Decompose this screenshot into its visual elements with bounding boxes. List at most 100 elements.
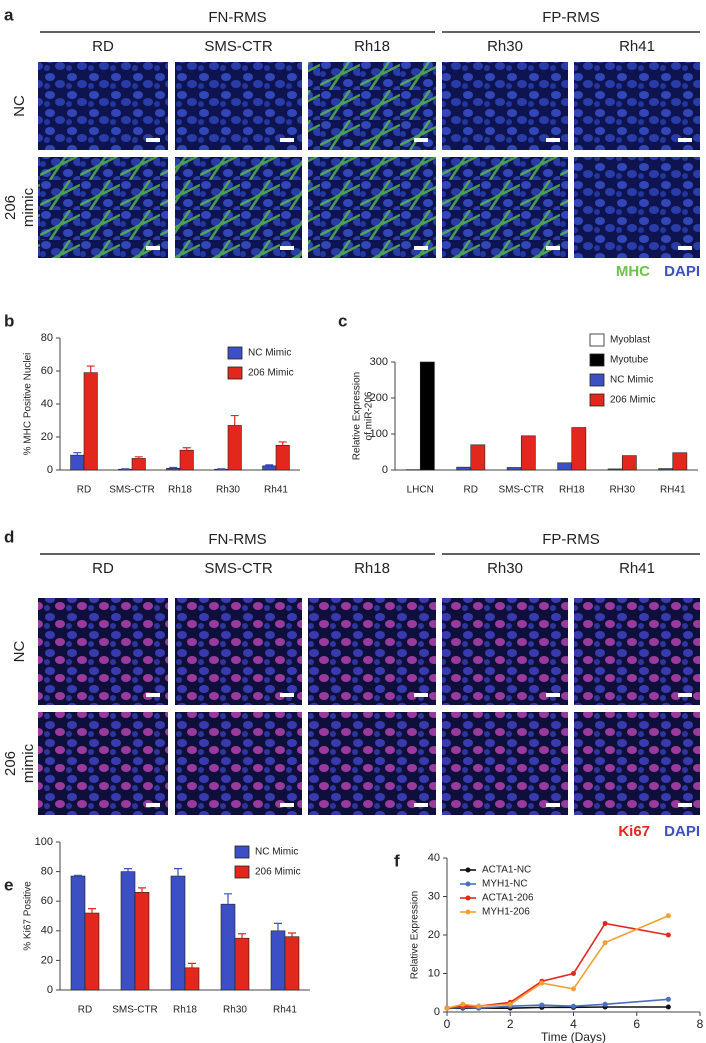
- series-line: [446, 922, 669, 1009]
- scale-bar: [414, 803, 428, 807]
- bar: [120, 871, 136, 991]
- column-label: Rh18: [354, 38, 390, 55]
- y-axis-label: % Ki67 Positive: [23, 881, 34, 951]
- micrograph: [175, 598, 302, 705]
- x-tick-label: 2: [507, 1017, 514, 1031]
- error-bar: [174, 868, 182, 877]
- bar: [284, 936, 300, 991]
- bar: [275, 444, 290, 471]
- bar: [419, 361, 435, 471]
- point: [571, 971, 576, 976]
- legend-label: NC Mimic: [610, 375, 653, 386]
- y-tick-label: 0: [434, 1006, 440, 1018]
- panel-letter: d: [4, 527, 14, 546]
- bar: [262, 465, 277, 471]
- error-bar: [230, 414, 239, 426]
- point: [602, 920, 608, 926]
- y-tick-label: 20: [41, 954, 53, 966]
- scale-bar: [414, 693, 428, 697]
- micrograph: [38, 712, 168, 815]
- bar: [557, 462, 573, 471]
- y-tick-label: 300: [370, 356, 388, 368]
- y-tick-label: 20: [428, 929, 440, 941]
- x-tick-label: 0: [444, 1017, 451, 1031]
- x-tick-label: RH41: [660, 485, 686, 496]
- scale-bar: [678, 246, 692, 250]
- bar: [179, 449, 194, 471]
- error-bar: [86, 365, 95, 373]
- y-tick-label: 10: [428, 967, 440, 979]
- panel-letter: e: [4, 875, 13, 894]
- group-label: FP-RMS: [542, 531, 600, 548]
- micrograph: [442, 62, 568, 150]
- bar: [184, 967, 200, 991]
- bar: [658, 468, 674, 471]
- micrograph: [308, 598, 436, 705]
- point: [602, 1001, 608, 1007]
- x-tick-label: 4: [570, 1017, 577, 1031]
- error-bar: [182, 447, 191, 451]
- x-tick-label: Rh30: [216, 485, 240, 496]
- x-tick-label: Rh30: [223, 1005, 247, 1016]
- column-label: RD: [92, 560, 114, 577]
- x-tick-label: SMS-CTR: [109, 485, 155, 496]
- group-label: FP-RMS: [542, 9, 600, 26]
- x-tick-label: RH18: [559, 485, 585, 496]
- column-label: Rh30: [487, 560, 523, 577]
- row-label: 206: [2, 751, 19, 776]
- x-tick-label: RD: [78, 1005, 92, 1016]
- panel-letter: b: [4, 311, 14, 330]
- scale-bar: [146, 803, 160, 807]
- x-tick-label: 6: [633, 1017, 640, 1031]
- micrograph: [308, 62, 436, 150]
- group-label: FN-RMS: [208, 531, 266, 548]
- stain-label: DAPI: [664, 823, 700, 840]
- y-axis-label: of miR-206: [364, 391, 375, 440]
- error-bar: [74, 874, 82, 877]
- point: [444, 1005, 450, 1011]
- bar: [456, 466, 472, 471]
- scale-bar: [414, 246, 428, 250]
- panel-letter: f: [394, 851, 400, 870]
- y-tick-label: 20: [41, 431, 53, 443]
- bar: [170, 875, 186, 991]
- scale-bar: [146, 693, 160, 697]
- row-label: NC: [11, 95, 28, 117]
- row-label: NC: [11, 641, 28, 663]
- micrograph: [442, 712, 568, 815]
- y-tick-label: 30: [428, 890, 440, 902]
- scale-bar: [280, 693, 294, 697]
- scale-bar: [280, 803, 294, 807]
- micrograph: [38, 157, 168, 258]
- x-tick-label: SMS-CTR: [498, 485, 544, 496]
- scale-bar: [678, 693, 692, 697]
- y-tick-label: 0: [382, 464, 388, 476]
- y-tick-label: 100: [35, 836, 53, 848]
- row-label: 206: [2, 195, 19, 220]
- micrograph: [38, 62, 168, 150]
- point: [665, 996, 671, 1002]
- bar: [70, 454, 85, 471]
- x-tick-label: Rh18: [168, 485, 192, 496]
- error-bar: [188, 962, 196, 968]
- stain-label: Ki67: [618, 823, 650, 840]
- micrograph: [574, 712, 700, 815]
- point: [665, 913, 671, 919]
- scale-bar: [546, 803, 560, 807]
- bar: [83, 372, 98, 471]
- point: [571, 1003, 576, 1009]
- point: [665, 932, 671, 938]
- bar: [234, 937, 250, 991]
- legend-swatch: [589, 353, 605, 367]
- legend-swatch: [227, 366, 243, 380]
- legend-label: 206 Mimic: [610, 395, 656, 406]
- error-bar: [274, 922, 282, 931]
- legend-swatch: [234, 845, 250, 859]
- bar: [506, 467, 522, 471]
- y-tick-label: 200: [370, 392, 388, 404]
- panel-letter: a: [4, 5, 14, 24]
- series-line: [446, 915, 669, 1009]
- scale-bar: [280, 246, 294, 250]
- legend-label: ACTA1-206: [482, 893, 534, 904]
